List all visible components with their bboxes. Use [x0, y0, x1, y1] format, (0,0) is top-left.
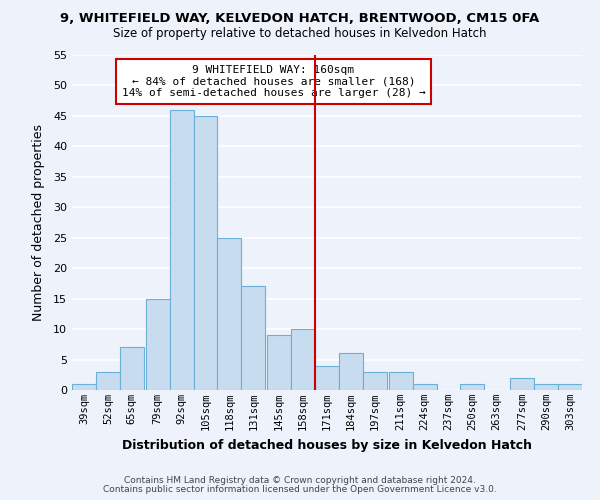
Bar — [120, 348, 144, 390]
Bar — [146, 298, 170, 390]
Text: Contains HM Land Registry data © Crown copyright and database right 2024.: Contains HM Land Registry data © Crown c… — [124, 476, 476, 485]
Bar — [72, 384, 96, 390]
Bar — [339, 354, 363, 390]
Bar — [510, 378, 534, 390]
Bar — [413, 384, 437, 390]
X-axis label: Distribution of detached houses by size in Kelvedon Hatch: Distribution of detached houses by size … — [122, 438, 532, 452]
Text: 9 WHITEFIELD WAY: 160sqm
← 84% of detached houses are smaller (168)
14% of semi-: 9 WHITEFIELD WAY: 160sqm ← 84% of detach… — [122, 65, 425, 98]
Bar — [96, 372, 120, 390]
Y-axis label: Number of detached properties: Number of detached properties — [32, 124, 44, 321]
Bar — [170, 110, 194, 390]
Text: Contains public sector information licensed under the Open Government Licence v3: Contains public sector information licen… — [103, 485, 497, 494]
Bar — [291, 329, 315, 390]
Bar — [315, 366, 339, 390]
Bar — [558, 384, 582, 390]
Text: 9, WHITEFIELD WAY, KELVEDON HATCH, BRENTWOOD, CM15 0FA: 9, WHITEFIELD WAY, KELVEDON HATCH, BRENT… — [61, 12, 539, 26]
Bar — [460, 384, 484, 390]
Bar — [267, 335, 291, 390]
Bar — [389, 372, 413, 390]
Bar — [241, 286, 265, 390]
Bar — [363, 372, 387, 390]
Text: Size of property relative to detached houses in Kelvedon Hatch: Size of property relative to detached ho… — [113, 28, 487, 40]
Bar — [534, 384, 558, 390]
Bar — [194, 116, 217, 390]
Bar — [217, 238, 241, 390]
